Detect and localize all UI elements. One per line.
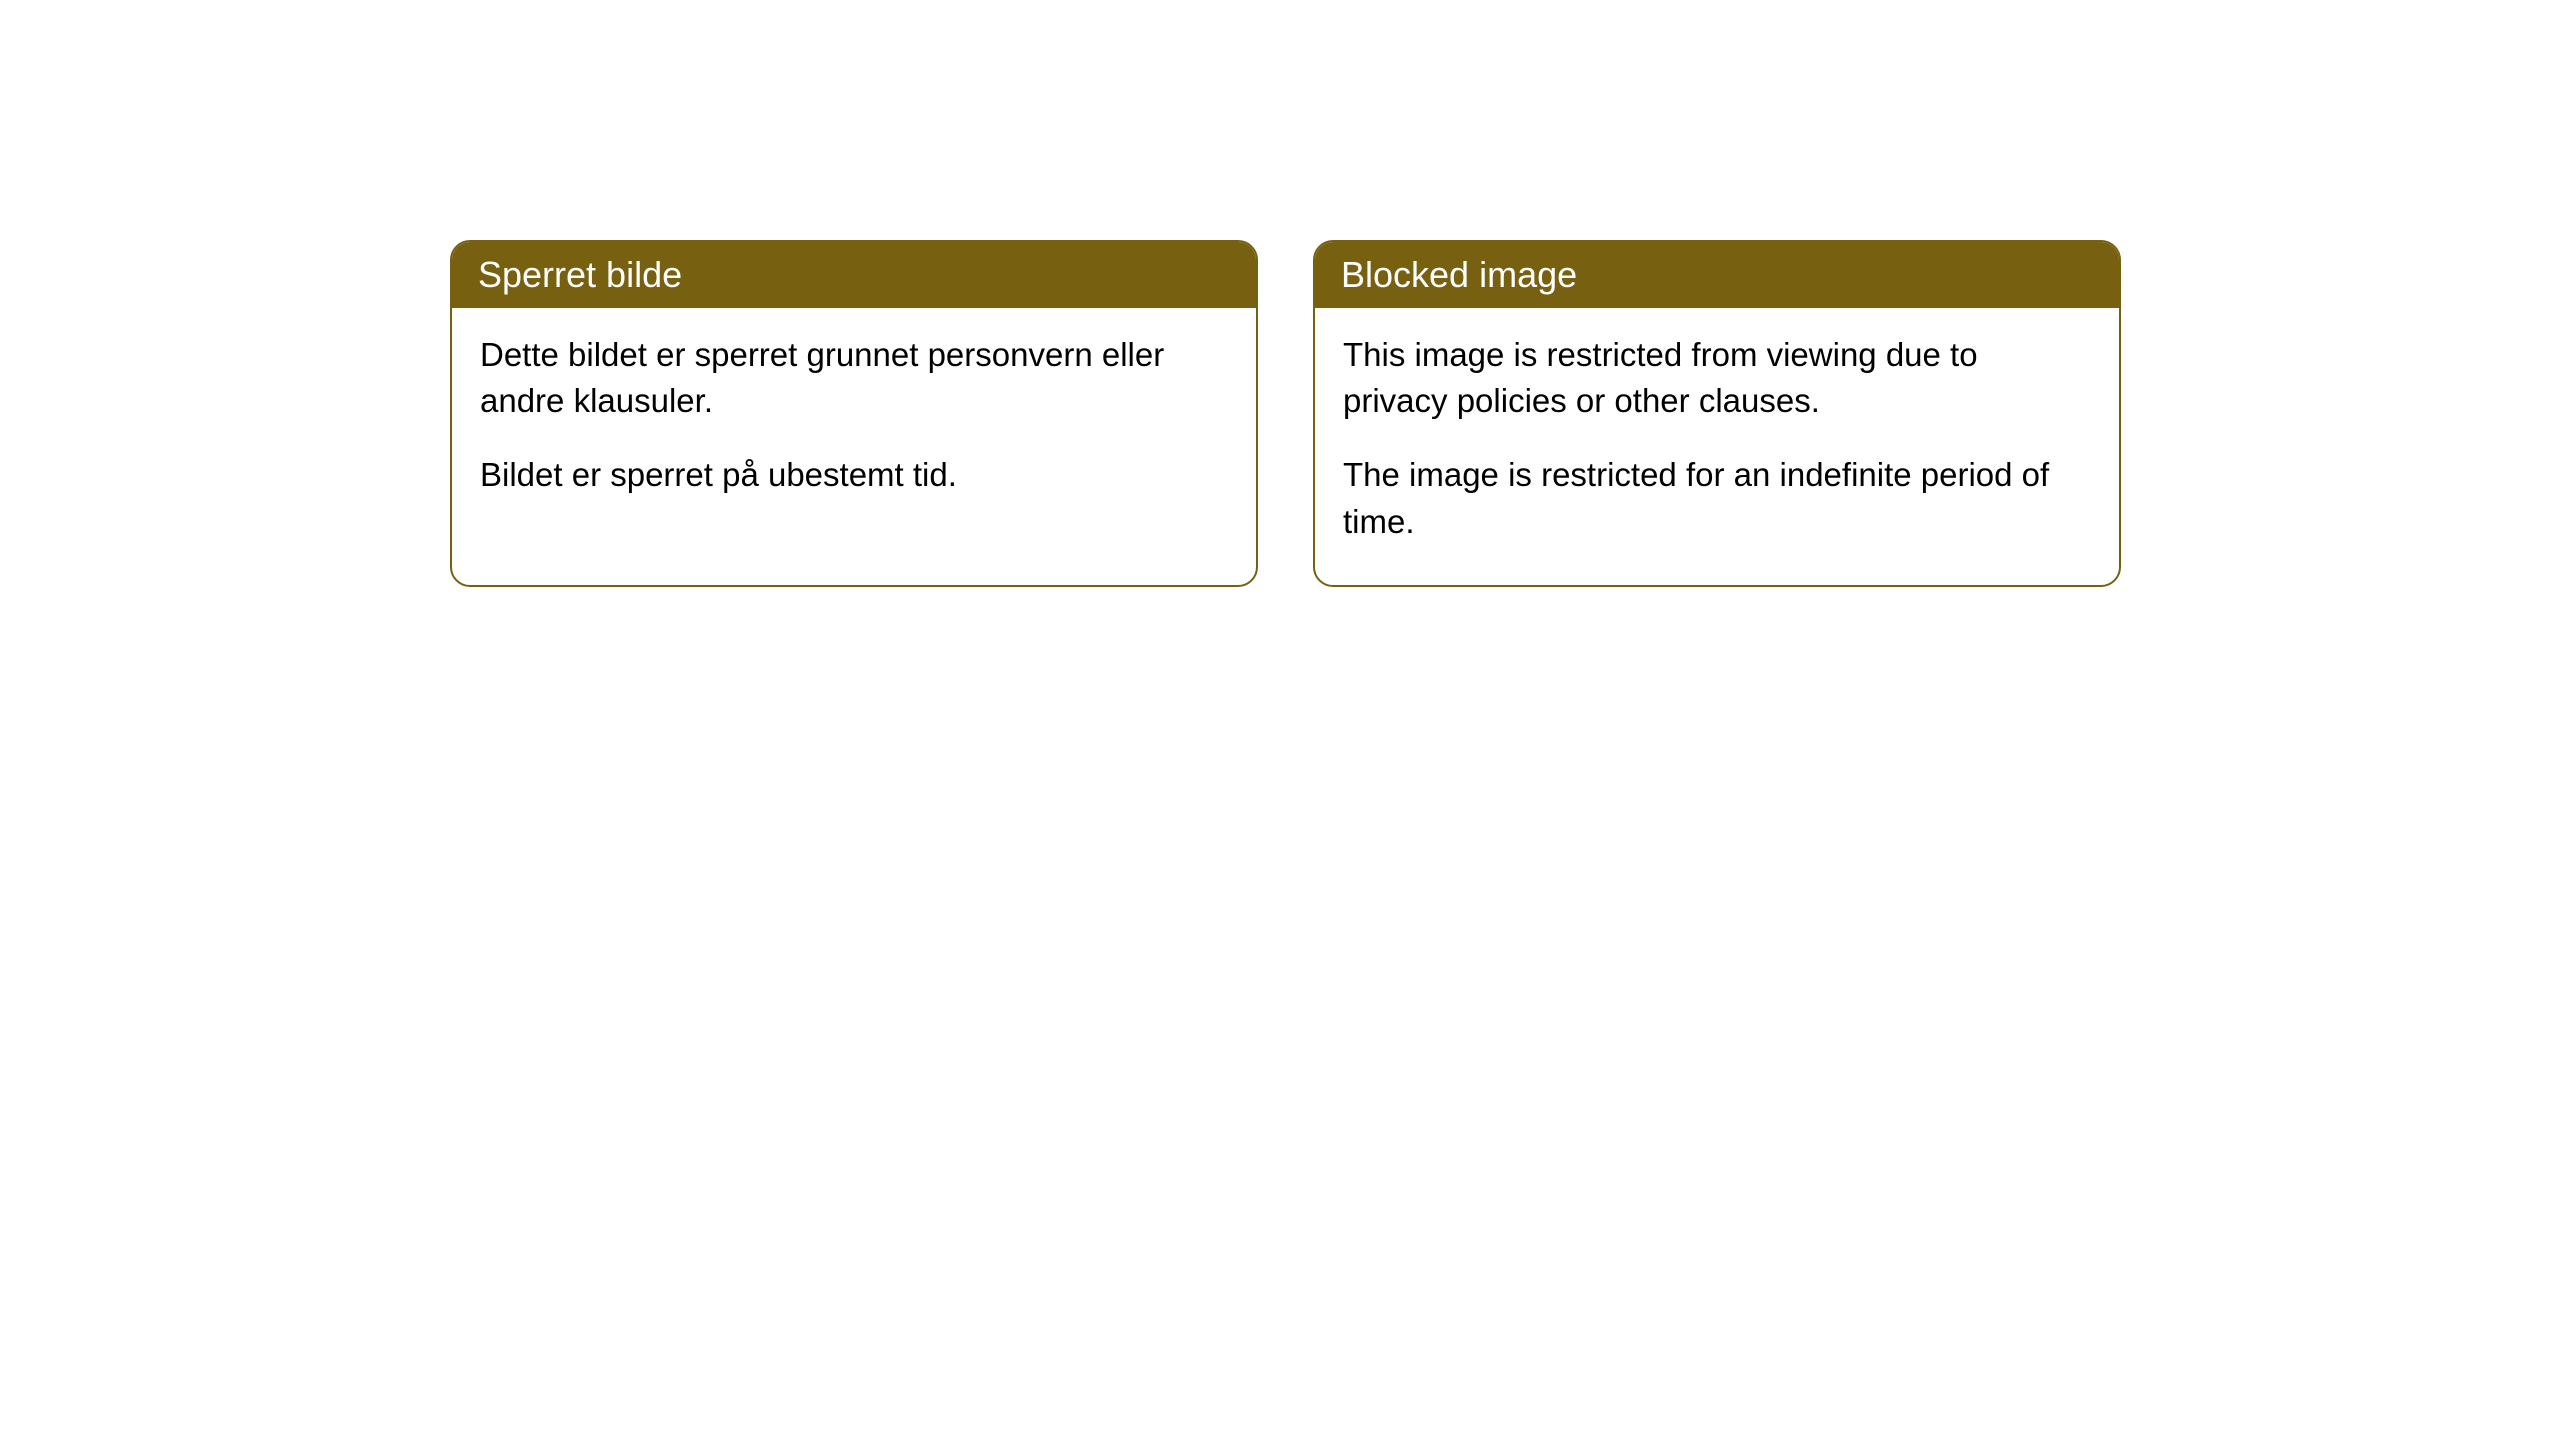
card-header: Sperret bilde (452, 242, 1256, 308)
card-body: Dette bildet er sperret grunnet personve… (452, 308, 1256, 539)
card-paragraph-2: The image is restricted for an indefinit… (1343, 452, 2091, 544)
card-paragraph-2: Bildet er sperret på ubestemt tid. (480, 452, 1228, 498)
card-body: This image is restricted from viewing du… (1315, 308, 2119, 585)
blocked-image-card-norwegian: Sperret bilde Dette bildet er sperret gr… (450, 240, 1258, 587)
blocked-image-card-english: Blocked image This image is restricted f… (1313, 240, 2121, 587)
card-header: Blocked image (1315, 242, 2119, 308)
cards-container: Sperret bilde Dette bildet er sperret gr… (0, 0, 2560, 587)
card-paragraph-1: Dette bildet er sperret grunnet personve… (480, 332, 1228, 424)
card-paragraph-1: This image is restricted from viewing du… (1343, 332, 2091, 424)
